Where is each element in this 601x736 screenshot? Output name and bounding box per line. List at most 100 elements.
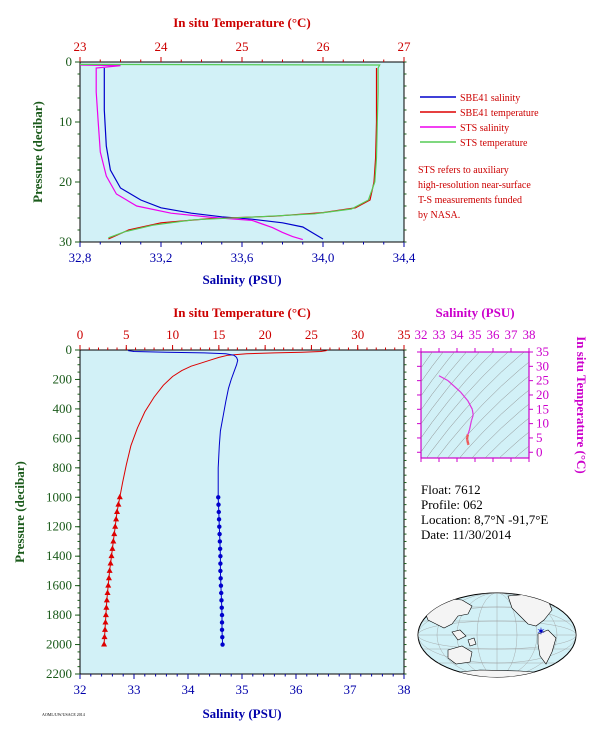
ts-density-contour — [471, 403, 529, 458]
profile-sal-tick-label: 34 — [182, 682, 196, 697]
temperature-marker — [109, 545, 116, 551]
ts-segment — [469, 424, 472, 430]
surface-pressure-tick-label: 10 — [59, 114, 72, 129]
sts-note-line-1: STS refers to auxiliary — [418, 165, 509, 176]
surface-series-line-1 — [108, 68, 378, 240]
legend-label-sbe-temperature: SBE41 temperature — [460, 108, 539, 119]
surface-sal-tick-label: 34,0 — [312, 250, 335, 265]
salinity-marker — [216, 495, 221, 500]
salinity-marker — [217, 524, 222, 529]
profile-top-axis-title: In situ Temperature (°C) — [173, 305, 311, 320]
ts-top-axis-title: Salinity (PSU) — [435, 305, 514, 320]
temperature-marker — [116, 493, 123, 500]
profile-temp-tick-label: 20 — [259, 327, 272, 342]
map-land-australia — [447, 645, 473, 665]
legend-label-sbe-salinity: SBE41 salinity — [460, 93, 520, 104]
ts-temp-tick-label: 30 — [536, 358, 549, 373]
ts-sal-tick-label: 38 — [523, 327, 536, 342]
temperature-marker — [101, 626, 108, 632]
sts-note-line-3: T-S measurements funded — [418, 195, 522, 206]
profile-pressure-tick-label: 1600 — [46, 578, 72, 593]
temperature-marker — [110, 537, 117, 544]
temperature-marker — [108, 552, 115, 559]
ts-density-contour — [459, 389, 529, 458]
surface-sal-tick-label: 33,2 — [150, 250, 173, 265]
ts-density-contour — [447, 375, 529, 458]
ts-density-contour — [426, 352, 525, 458]
profile-temp-tick-label: 25 — [305, 327, 318, 342]
ts-sal-tick-label: 35 — [469, 327, 482, 342]
map-land-maritime — [451, 629, 477, 647]
salinity-marker — [218, 553, 223, 559]
surface-temp-tick-label: 25 — [236, 39, 249, 54]
surface-bottom-axis-title: Salinity (PSU) — [202, 272, 281, 287]
temperature-marker — [104, 589, 111, 595]
ts-density-contour — [436, 361, 529, 458]
ts-temp-tick-label: 5 — [536, 430, 543, 445]
temperature-marker — [115, 501, 122, 507]
ts-temp-tick-label: 10 — [536, 416, 549, 431]
ts-segment — [467, 431, 470, 435]
ts-temp-tick-label: 25 — [536, 373, 549, 388]
profile-pressure-tick-label: 600 — [53, 430, 73, 445]
ts-segment — [471, 409, 474, 416]
temperature-marker — [107, 560, 114, 566]
ts-segment — [438, 375, 449, 382]
profile-pressure-tick-label: 1000 — [46, 489, 72, 504]
salinity-marker — [219, 612, 225, 618]
surface-temp-tick-label: 23 — [74, 39, 87, 54]
temperature-marker — [103, 604, 110, 610]
ts-segment — [460, 391, 469, 402]
profile-pressure-tick-label: 2200 — [46, 666, 72, 681]
ts-segment — [470, 414, 474, 421]
salinity-marker — [219, 598, 224, 603]
surface-sal-tick-label: 33,6 — [231, 250, 254, 265]
surface-sal-tick-label: 34,4 — [393, 250, 416, 265]
temperature-marker — [112, 523, 119, 529]
profile-temp-tick-label: 15 — [212, 327, 225, 342]
map-land-south-america — [537, 629, 557, 665]
ts-density-contour — [514, 445, 529, 458]
surface-pressure-tick-label: 0 — [66, 54, 73, 69]
profile-temp-tick-label: 5 — [123, 327, 130, 342]
ts-temp-tick-label: 35 — [536, 344, 549, 359]
profile-sal-tick-label: 37 — [344, 682, 358, 697]
salinity-marker — [220, 634, 225, 640]
temperature-marker — [113, 515, 120, 522]
profile-pressure-tick-label: 0 — [66, 342, 73, 357]
surface-pressure-tick-label: 20 — [59, 174, 72, 189]
salinity-marker — [219, 620, 225, 625]
profile-pressure-tick-label: 1200 — [46, 519, 72, 534]
profile-sal-tick-label: 38 — [398, 682, 411, 697]
ts-segment — [467, 400, 473, 410]
profile-sal-tick-label: 32 — [74, 682, 87, 697]
profile-pressure-tick-label: 200 — [53, 371, 73, 386]
salinity-marker — [218, 561, 223, 566]
profile-sal-tick-label: 36 — [290, 682, 304, 697]
profile-temp-tick-label: 10 — [166, 327, 179, 342]
temperature-marker — [105, 582, 112, 588]
surface-pressure-tick-label: 30 — [59, 234, 72, 249]
profile-sal-tick-label: 33 — [128, 682, 141, 697]
temperature-marker — [101, 641, 108, 647]
surface-series-line-2 — [80, 64, 303, 241]
surface-temp-tick-label: 24 — [155, 39, 169, 54]
surface-plot-area — [79, 61, 405, 243]
ts-temp-tick-label: 15 — [536, 401, 549, 416]
ts-sal-tick-label: 33 — [433, 327, 446, 342]
ts-plot-area — [420, 351, 530, 459]
ts-sal-tick-label: 34 — [451, 327, 465, 342]
float-info: Float: 7612 Profile: 062 Location: 8,7°N… — [421, 482, 548, 542]
profile-sal-tick-label: 35 — [236, 682, 249, 697]
profile-plot-area — [79, 349, 405, 675]
profile-pressure-tick-label: 2000 — [46, 637, 72, 652]
ts-segment — [469, 420, 472, 426]
profile-temp-tick-label: 30 — [351, 327, 364, 342]
float-id: Float: 7612 — [421, 482, 481, 497]
salinity-marker — [220, 642, 225, 647]
ts-density-contour — [498, 431, 529, 458]
ts-density-contour — [421, 352, 480, 425]
sts-note-line-2: high-resolution near-surface — [418, 180, 531, 191]
sts-note-line-4: by NASA. — [418, 210, 460, 221]
